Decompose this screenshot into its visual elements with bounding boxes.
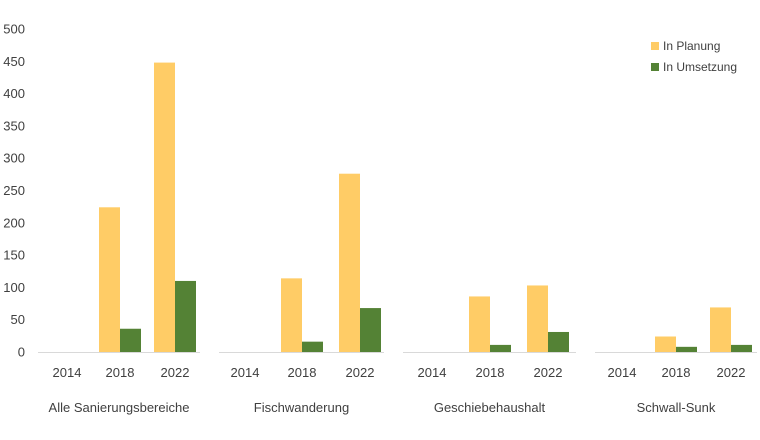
y-tick-label: 400 <box>3 86 25 101</box>
legend-swatch-in-planung <box>651 42 659 50</box>
legend-label-in-umsetzung: In Umsetzung <box>663 60 737 74</box>
x-tick-label: 2022 <box>161 365 190 380</box>
group-label: Fischwanderung <box>254 400 349 415</box>
x-tick-label: 2022 <box>346 365 375 380</box>
x-tick-label: 2018 <box>288 365 317 380</box>
x-tick-label: 2014 <box>231 365 260 380</box>
y-axis: 0 50 100 150 200 250 300 350 400 450 500 <box>3 22 25 360</box>
y-tick-label: 300 <box>3 151 25 166</box>
legend-label-in-planung: In Planung <box>663 39 720 53</box>
y-tick-label: 350 <box>3 118 25 133</box>
bar-in-planung <box>655 336 676 352</box>
legend: In Planung In Umsetzung <box>651 39 737 74</box>
x-tick-label: 2014 <box>418 365 447 380</box>
bar-in-umsetzung <box>490 344 511 352</box>
bar-in-planung <box>281 278 302 352</box>
bar-in-umsetzung <box>548 331 569 352</box>
x-tick-label: 2018 <box>476 365 505 380</box>
bar-in-planung <box>339 173 360 352</box>
legend-swatch-in-umsetzung <box>651 63 659 71</box>
bars <box>99 62 752 352</box>
y-tick-label: 150 <box>3 248 25 263</box>
bar-in-planung <box>527 285 548 352</box>
x-axis-group-labels: Alle Sanierungsbereiche Fischwanderung Ges… <box>49 400 716 415</box>
bar-in-planung <box>154 62 175 352</box>
y-tick-label: 50 <box>11 312 25 327</box>
group-label: Alle Sanierungsbereiche <box>49 400 190 415</box>
bar-in-umsetzung <box>676 346 697 352</box>
y-tick-label: 100 <box>3 280 25 295</box>
bar-in-umsetzung <box>731 344 752 352</box>
x-tick-label: 2018 <box>106 365 135 380</box>
y-tick-label: 500 <box>3 22 25 37</box>
x-axis-tick-labels: 2014 2018 2022 2014 2018 2022 2014 2018 2022 2014… <box>53 365 746 380</box>
bar-in-umsetzung <box>302 341 323 352</box>
x-tick-label: 2014 <box>608 365 637 380</box>
y-tick-label: 200 <box>3 215 25 230</box>
group-label: Geschiebehaushalt <box>434 400 546 415</box>
x-tick-label: 2018 <box>662 365 691 380</box>
bar-in-planung <box>469 296 490 352</box>
y-tick-label: 0 <box>18 345 25 360</box>
bar-in-umsetzung <box>120 328 141 352</box>
y-tick-label: 250 <box>3 183 25 198</box>
x-tick-label: 2014 <box>53 365 82 380</box>
x-tick-label: 2022 <box>717 365 746 380</box>
y-tick-label: 450 <box>3 54 25 69</box>
bar-in-umsetzung <box>360 308 381 352</box>
bar-in-planung <box>710 307 731 352</box>
bar-in-planung <box>99 207 120 352</box>
group-label: Schwall-Sunk <box>637 400 716 415</box>
bar-in-umsetzung <box>175 280 196 352</box>
x-tick-label: 2022 <box>534 365 563 380</box>
